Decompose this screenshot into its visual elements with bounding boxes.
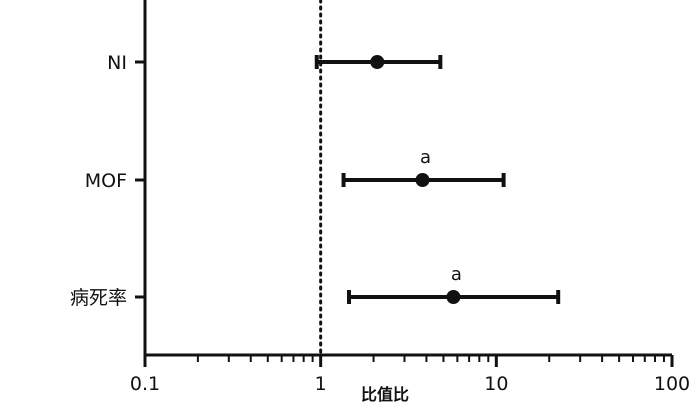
estimate-point xyxy=(415,173,430,187)
x-axis-label: 比值比 xyxy=(361,385,409,404)
y-category-label: MOF xyxy=(85,170,127,192)
x-tick-label: 10 xyxy=(484,373,508,395)
chart-marks: aa xyxy=(314,0,561,357)
axes: 0.1 1 10 100 NI MOF 病死率 xyxy=(70,0,690,395)
significance-annotation: a xyxy=(451,264,462,285)
x-tick-label: 0.1 xyxy=(130,373,160,395)
y-category-label: NI xyxy=(107,52,127,74)
y-category-label: 病死率 xyxy=(70,287,127,309)
significance-annotation: a xyxy=(420,147,431,168)
estimate-point xyxy=(370,55,385,69)
estimate-point xyxy=(446,290,461,304)
x-tick-label: 100 xyxy=(654,373,690,395)
x-tick-label: 1 xyxy=(315,373,327,395)
